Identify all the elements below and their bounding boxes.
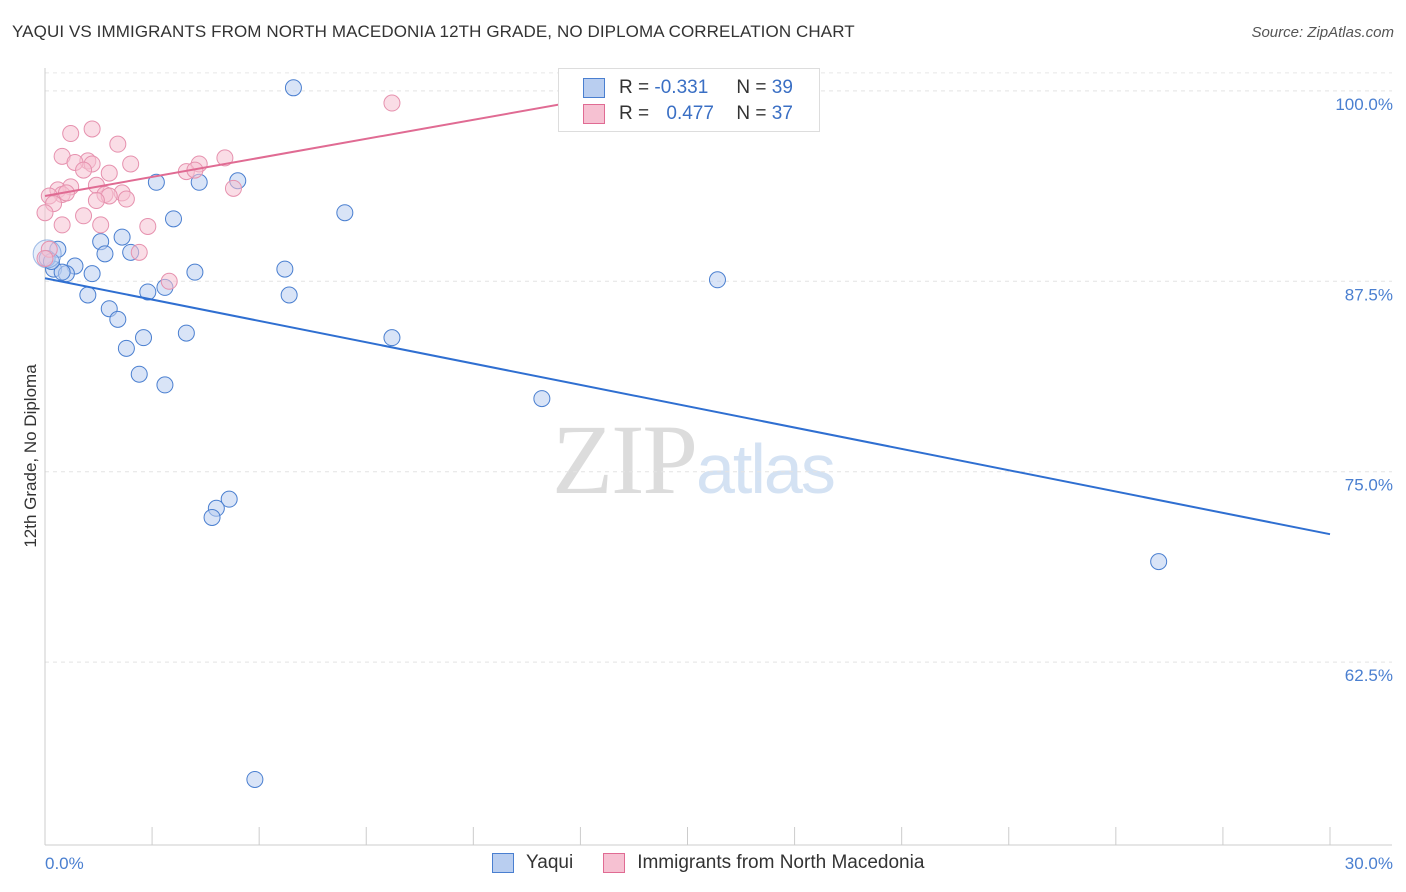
yaqui-point (96, 245, 114, 263)
macedonia-point (75, 207, 93, 225)
legend-swatch-yaqui (583, 78, 605, 98)
chart-title: YAQUI VS IMMIGRANTS FROM NORTH MACEDONIA… (12, 22, 855, 41)
y-tick-label: 100.0% (1335, 95, 1393, 114)
watermark: ZIPatlas (552, 402, 836, 517)
macedonia-point (92, 216, 110, 234)
legend-swatch-yaqui (492, 853, 514, 873)
yaqui-point (165, 210, 182, 228)
yaqui-point (177, 324, 195, 342)
legend-label-yaqui: Yaqui (526, 852, 574, 873)
legend-row-macedonia: R = 0.477 N = 37 (583, 102, 793, 126)
macedonia-point (83, 120, 101, 138)
grid-lines (45, 72, 1392, 663)
series-legend: Yaqui Immigrants from North Macedonia (492, 852, 954, 874)
axes (44, 68, 1392, 846)
macedonia-point (36, 249, 54, 267)
legend-n-label: N = (736, 77, 767, 98)
macedonia-trendline (44, 86, 654, 197)
yaqui-point (117, 339, 135, 357)
yaqui-point (383, 329, 401, 347)
legend-r-value: -0.331 (654, 77, 709, 98)
tick-labels: 62.5% 75.0% 87.5% 100.0% 0.0% 30.0% (45, 95, 1393, 873)
macedonia-point (36, 204, 54, 222)
legend-label-macedonia: Immigrants from North Macedonia (637, 852, 925, 873)
macedonia-point (100, 164, 118, 182)
y-tick-label: 87.5% (1345, 285, 1393, 304)
macedonia-point (122, 155, 140, 173)
yaqui-point (156, 376, 174, 394)
yaqui-point (79, 286, 97, 304)
yaqui-point (203, 508, 221, 526)
macedonia-points (36, 94, 401, 290)
macedonia-point (62, 125, 80, 143)
legend-n-label: N = (736, 103, 767, 124)
yaqui-point (533, 390, 551, 408)
yaqui-point (336, 204, 354, 222)
macedonia-point (87, 192, 105, 210)
macedonia-point (224, 179, 242, 197)
yaqui-point (284, 79, 302, 97)
yaqui-point (83, 265, 101, 283)
yaqui-point (276, 260, 294, 278)
macedonia-point (383, 94, 401, 112)
macedonia-point (53, 216, 71, 234)
legend-swatch-macedonia (603, 853, 626, 873)
yaqui-point (135, 329, 153, 347)
yaqui-point (220, 490, 238, 508)
macedonia-point (160, 272, 178, 290)
macedonia-point (109, 135, 127, 153)
legend-item-yaqui: Yaqui (492, 852, 573, 874)
yaqui-point (130, 365, 148, 383)
yaqui-point (113, 228, 131, 246)
yaqui-point (109, 310, 127, 328)
legend-n-value: 39 (771, 77, 793, 98)
yaqui-point (280, 286, 298, 304)
macedonia-point (130, 243, 148, 261)
yaqui-points (32, 79, 1168, 788)
watermark-zip: ZIP (552, 404, 698, 515)
y-axis-label: 12th Grade, No Diploma (21, 364, 40, 548)
yaqui-trendline (44, 277, 1331, 536)
legend-row-yaqui: R = -0.331 N = 39 (583, 76, 793, 100)
macedonia-point (139, 217, 157, 235)
yaqui-point (147, 173, 165, 191)
x-tick-label: 30.0% (1345, 854, 1393, 873)
source-label: Source: ZipAtlas.com (1251, 24, 1394, 41)
yaqui-point (708, 271, 726, 289)
legend-r-value: 0.477 (666, 103, 714, 124)
macedonia-point (216, 149, 234, 167)
macedonia-point (117, 190, 135, 208)
legend-r-label: R = (619, 77, 650, 98)
yaqui-point (246, 770, 264, 788)
y-tick-label: 75.0% (1345, 476, 1393, 495)
macedonia-point (75, 161, 93, 179)
legend-item-macedonia: Immigrants from North Macedonia (603, 852, 924, 874)
yaqui-point (53, 263, 71, 281)
correlation-legend: R = -0.331 N = 39 R = 0.477 N = 37 (558, 68, 820, 132)
yaqui-point (1150, 553, 1168, 571)
watermark-atlas: atlas (696, 430, 836, 508)
legend-n-value: 37 (771, 103, 793, 124)
legend-r-label: R = (619, 103, 650, 124)
x-tick-label: 0.0% (45, 854, 84, 873)
yaqui-point (139, 283, 157, 301)
legend-swatch-macedonia (583, 104, 605, 124)
y-tick-label: 62.5% (1345, 666, 1393, 685)
yaqui-point (186, 263, 204, 281)
trend-lines (44, 86, 1331, 536)
